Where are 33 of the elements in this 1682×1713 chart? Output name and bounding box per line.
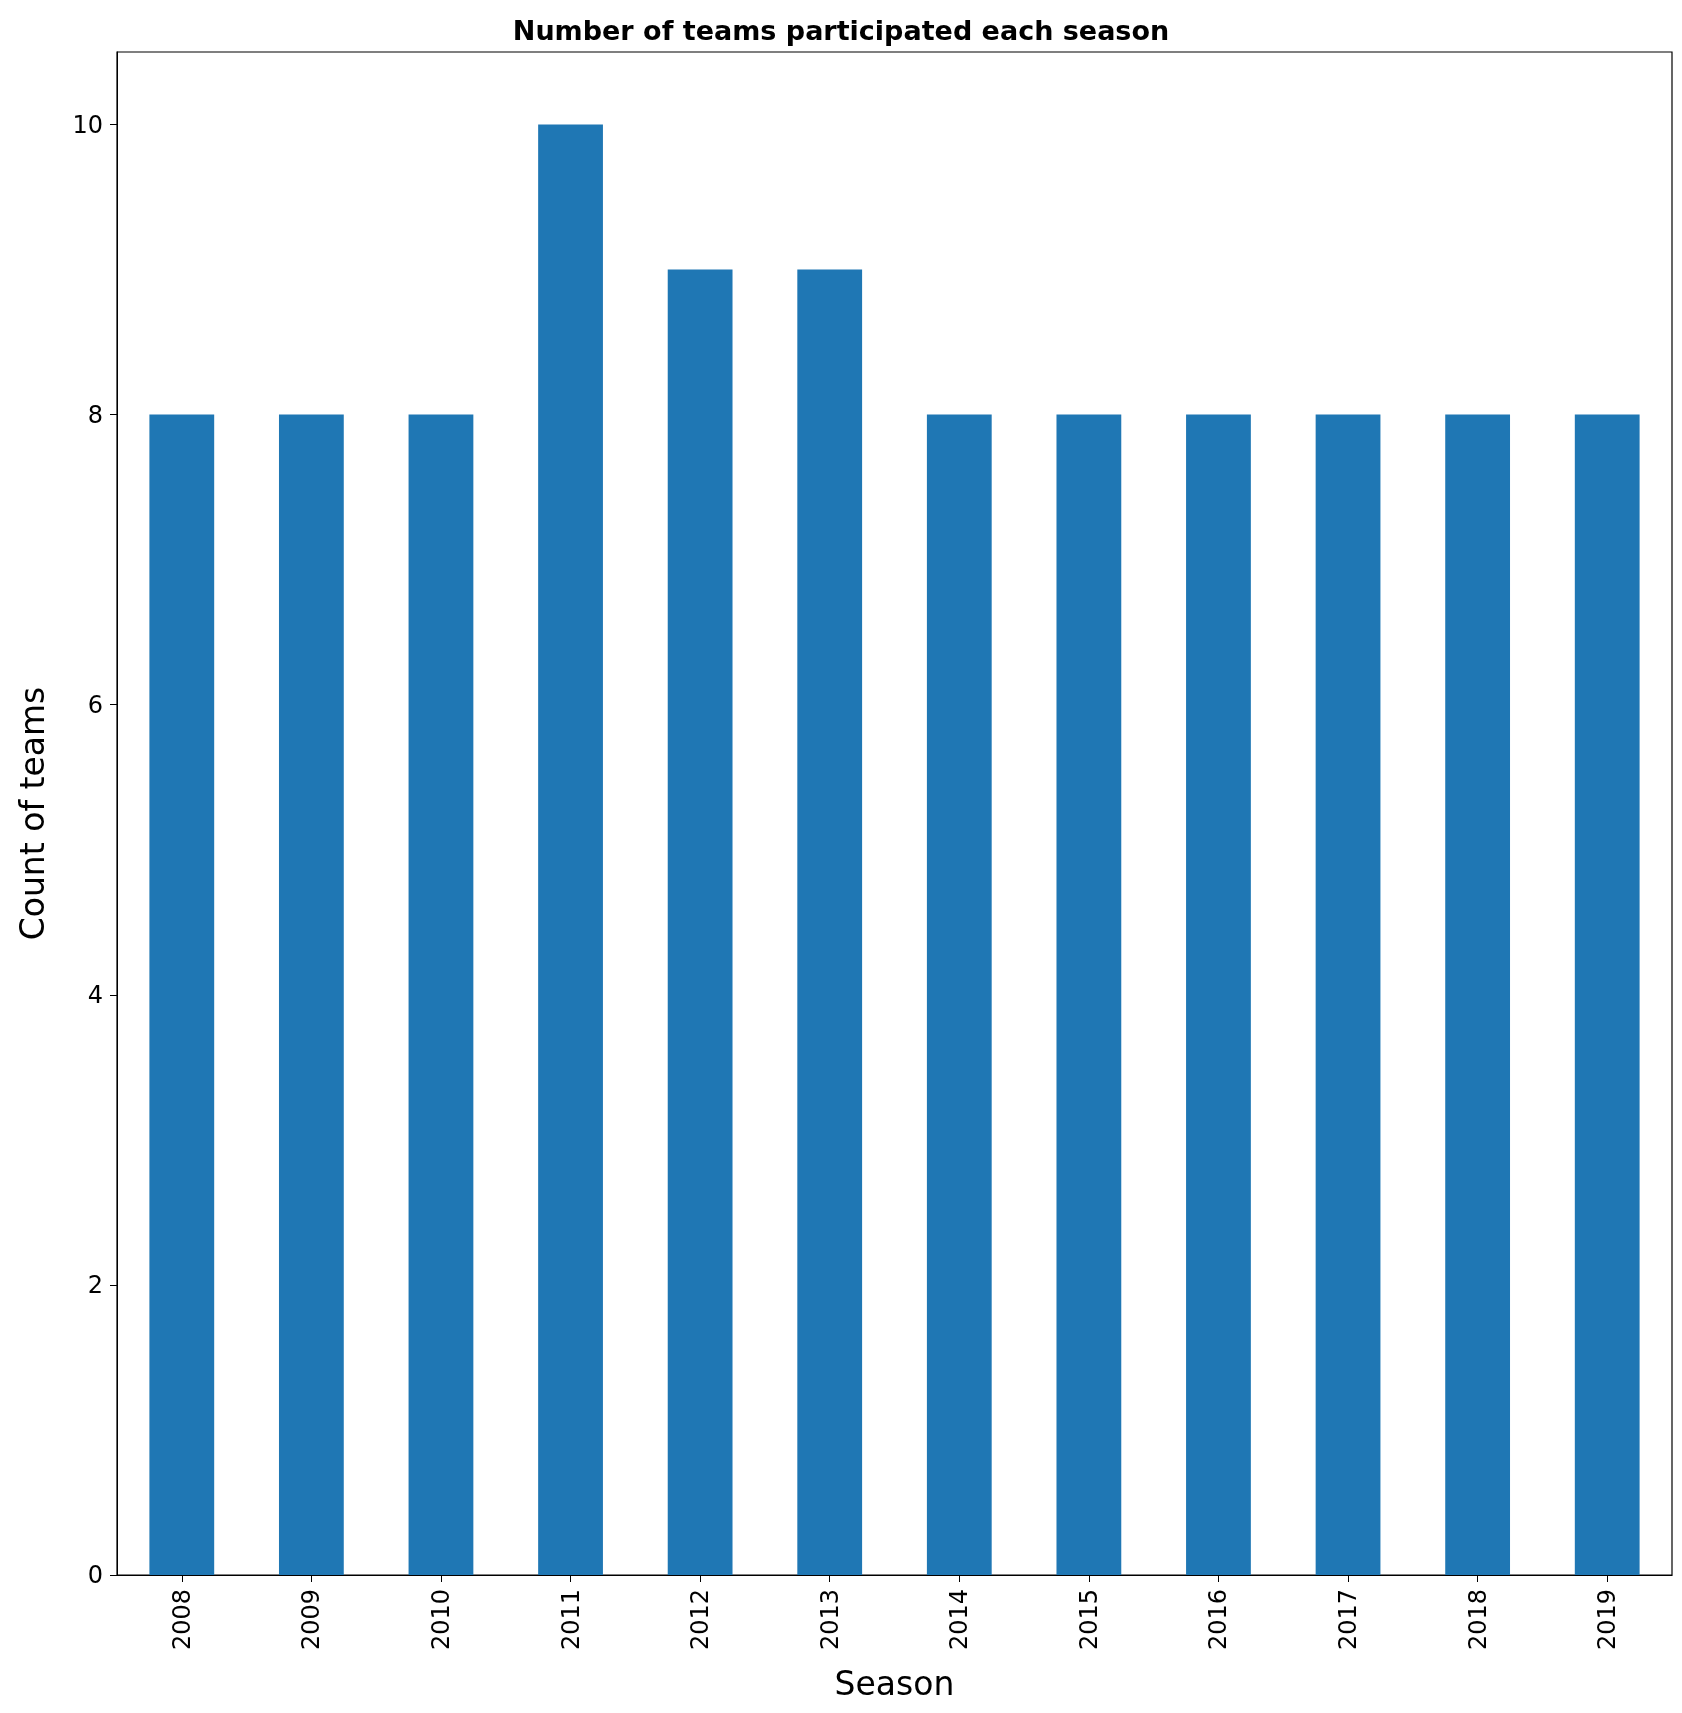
bar — [1574, 414, 1640, 1575]
y-tick-label: 4 — [87, 980, 103, 1009]
x-tick-label: 2008 — [167, 1589, 196, 1651]
y-tick-label: 0 — [87, 1561, 103, 1589]
bar — [797, 269, 863, 1575]
y-tick-label: 10 — [72, 110, 103, 139]
bar — [1186, 414, 1251, 1575]
x-tick-label: 2013 — [815, 1589, 844, 1651]
bar — [1315, 414, 1381, 1575]
bar — [1056, 414, 1122, 1575]
x-tick-label: 2014 — [945, 1589, 974, 1651]
x-axis-title: Season — [834, 1664, 955, 1703]
x-tick-label: 2011 — [556, 1589, 585, 1651]
bar — [538, 124, 603, 1575]
x-tick-label: 2018 — [1463, 1589, 1492, 1651]
y-tick-label: 2 — [87, 1270, 103, 1299]
x-tick-label: 2019 — [1593, 1589, 1622, 1651]
bar — [149, 414, 215, 1575]
y-tick-label: 6 — [87, 690, 103, 719]
x-tick-label: 2015 — [1074, 1589, 1103, 1651]
x-tick-label: 2009 — [297, 1589, 326, 1651]
chart-title: Number of teams participated each season — [512, 15, 1170, 46]
bar — [926, 414, 992, 1575]
y-tick-label: 8 — [87, 400, 103, 429]
bar — [408, 414, 474, 1575]
bar — [1445, 414, 1511, 1575]
x-tick-label: 2016 — [1204, 1589, 1233, 1651]
bar — [667, 269, 733, 1575]
x-tick-label: 2010 — [426, 1589, 455, 1651]
bar — [278, 414, 344, 1575]
x-tick-label: 2012 — [686, 1589, 715, 1651]
x-tick-label: 2017 — [1334, 1589, 1363, 1651]
y-axis-title: Count of teams — [13, 686, 52, 941]
